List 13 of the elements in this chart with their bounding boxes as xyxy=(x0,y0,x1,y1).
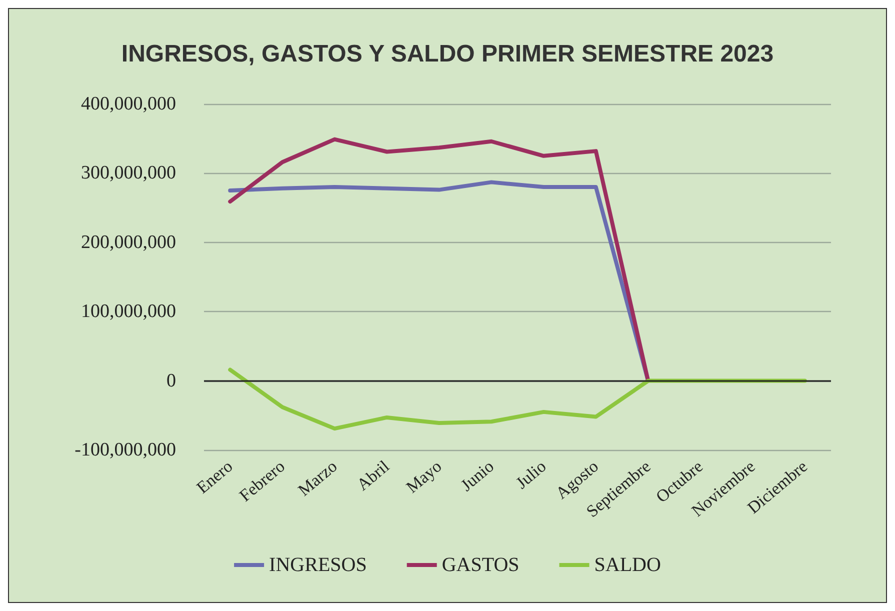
legend-label: SALDO xyxy=(594,554,661,576)
x-tick-label: Julio xyxy=(512,456,550,493)
x-tick-label: Junio xyxy=(457,456,498,495)
legend-label: GASTOS xyxy=(442,554,520,576)
y-tick-label: 200,000,000 xyxy=(81,232,176,253)
y-tick-label: -100,000,000 xyxy=(74,440,176,460)
y-tick-label: 400,000,000 xyxy=(81,94,176,114)
line-series xyxy=(228,368,807,431)
y-tick-label: 0 xyxy=(166,370,176,392)
y-tick-label: 100,000,000 xyxy=(81,301,176,322)
chart-title: INGRESOS, GASTOS Y SALDO PRIMER SEMESTRE 2023 xyxy=(121,40,774,68)
legend-label: INGRESOS xyxy=(269,554,367,576)
y-tick-label: 300,000,000 xyxy=(81,162,176,184)
